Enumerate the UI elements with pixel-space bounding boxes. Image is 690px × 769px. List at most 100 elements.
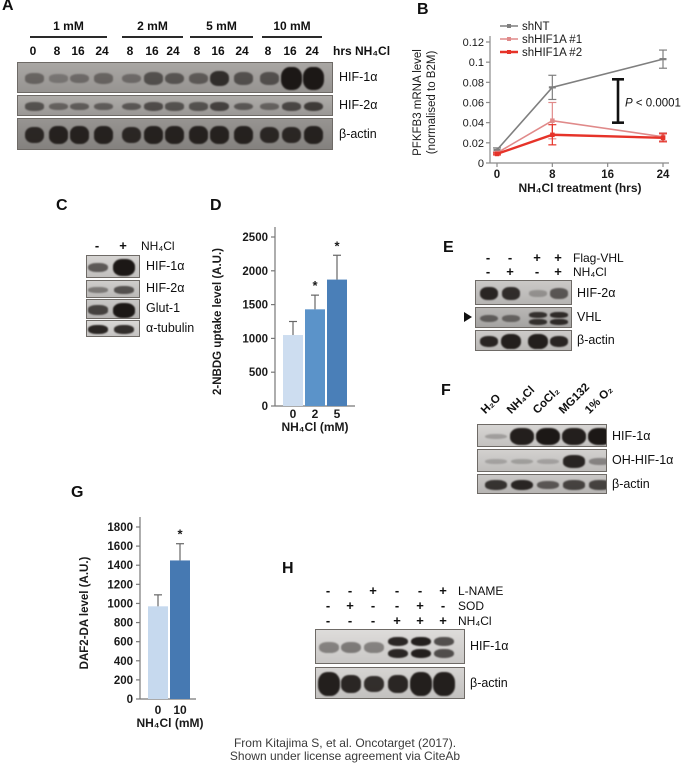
- lane-time-label: 16: [283, 44, 297, 58]
- protein-band: [280, 66, 302, 91]
- protein-band: [121, 102, 141, 111]
- blot-target-label: VHL: [577, 310, 602, 324]
- treatment-sign: -: [485, 250, 491, 265]
- lane-time-label: 16: [71, 44, 85, 58]
- svg-text:P < 0.0001: P < 0.0001: [625, 98, 681, 110]
- blot-target-label: HIF-2α: [339, 98, 378, 112]
- protein-band: [485, 480, 507, 490]
- protein-band: [319, 641, 339, 654]
- protein-band: [341, 675, 361, 693]
- svg-text:0.1: 0.1: [469, 57, 484, 69]
- protein-band: [24, 126, 44, 144]
- protein-band: [209, 101, 229, 112]
- svg-text:1200: 1200: [107, 579, 133, 591]
- treatment-row-label: SOD: [458, 599, 485, 613]
- treatment-sign: -: [347, 613, 353, 628]
- protein-band: [114, 286, 134, 294]
- svg-text:400: 400: [114, 656, 133, 668]
- protein-band: [69, 102, 89, 111]
- protein-band: [281, 101, 301, 111]
- blot-strip-c-hif2a: [86, 280, 140, 298]
- protein-band: [529, 290, 547, 297]
- treatment-sign: -: [325, 613, 331, 628]
- protein-band: [480, 314, 498, 323]
- dose-group-label: 1 mM: [53, 19, 84, 33]
- treatment-sign: -: [507, 250, 513, 265]
- blot-target-label: β-actin: [339, 127, 377, 141]
- protein-band: [434, 648, 454, 659]
- panel-d-label: D: [210, 197, 222, 214]
- protein-band: [536, 427, 560, 446]
- svg-text:0: 0: [127, 694, 133, 706]
- protein-band: [209, 126, 229, 144]
- svg-text:8: 8: [549, 169, 556, 181]
- protein-band: [511, 458, 533, 465]
- lane-time-label: 16: [211, 44, 225, 58]
- treatment-sign: +: [554, 250, 562, 265]
- treatment-sign: +: [393, 613, 401, 628]
- svg-text:shHIF1A #1: shHIF1A #1: [522, 34, 582, 46]
- treatment-row-label: NH₄Cl: [458, 614, 492, 628]
- protein-band: [188, 102, 208, 111]
- blot-strip-a-bactin: [17, 118, 333, 150]
- panel-g-label: G: [71, 484, 84, 501]
- svg-text:1000: 1000: [107, 598, 133, 610]
- protein-band: [188, 126, 208, 144]
- protein-band: [24, 73, 44, 84]
- dose-group-label: 2 mM: [137, 19, 168, 33]
- protein-band: [364, 675, 384, 693]
- svg-text:16: 16: [601, 169, 614, 181]
- protein-band: [501, 333, 521, 350]
- protein-band: [233, 102, 253, 111]
- protein-band: [69, 73, 89, 84]
- blot-target-label: Glut-1: [146, 301, 181, 315]
- svg-text:*: *: [334, 238, 340, 253]
- dose-group-underline: [262, 36, 322, 38]
- treatment-sign: +: [533, 250, 541, 265]
- svg-text:shNT: shNT: [522, 21, 549, 33]
- caption-line-1: From Kitajima S, et al. Oncotarget (2017…: [233, 736, 457, 750]
- treatment-sign: +: [369, 583, 377, 598]
- svg-text:2-NBDG uptake level (A.U.): 2-NBDG uptake level (A.U.): [212, 248, 224, 395]
- protein-band: [589, 457, 606, 466]
- treatment-sign: -: [394, 598, 400, 613]
- dose-group-underline: [122, 36, 183, 38]
- protein-band: [502, 314, 520, 323]
- protein-band: [164, 72, 184, 85]
- protein-band: [259, 72, 279, 85]
- blot-strip-h-hif1a: [315, 629, 465, 664]
- svg-text:0.06: 0.06: [463, 98, 484, 110]
- lane-time-label: 24: [305, 44, 319, 58]
- protein-band: [259, 102, 279, 111]
- caption-line-2: Shown under license agreement via CiteAb: [229, 749, 461, 763]
- panel-f-label: F: [441, 382, 451, 399]
- lane-time-label: 8: [193, 44, 201, 58]
- blot-strip-f-bactin: [477, 474, 607, 494]
- pfkfb3-line-chart: 00.020.040.060.080.10.120 8 16 24shNTshHIF1…: [412, 21, 681, 195]
- blot-strip-c-glut1: [86, 299, 140, 319]
- treatment-sign: -: [534, 264, 540, 279]
- protein-band: [529, 311, 547, 318]
- svg-text:2500: 2500: [242, 232, 268, 244]
- treatment-sign: -: [347, 583, 353, 598]
- protein-band: [388, 636, 408, 647]
- svg-text:NH₄Cl treatment (hrs): NH₄Cl treatment (hrs): [518, 181, 641, 195]
- dose-group-underline: [190, 36, 253, 38]
- protein-band: [510, 427, 534, 446]
- panel-e-label: E: [443, 239, 454, 256]
- protein-band: [485, 458, 507, 465]
- treatment-sign: -: [485, 264, 491, 279]
- lane-time-label: 24: [166, 44, 180, 58]
- blot-strip-c-tubulin: [86, 320, 140, 337]
- svg-text:NH₄Cl (mM): NH₄Cl (mM): [281, 420, 348, 434]
- dose-group-label: 5 mM: [206, 19, 237, 33]
- protein-band: [433, 672, 455, 696]
- lane-unit-label: hrs NH₄Cl: [333, 44, 391, 58]
- treatment-sign: +: [416, 598, 424, 613]
- treatment-sign: -: [394, 583, 400, 598]
- svg-text:*: *: [312, 278, 318, 293]
- blot-target-label: OH-HIF-1α: [612, 453, 674, 467]
- protein-band: [188, 72, 208, 85]
- protein-band: [364, 641, 384, 654]
- protein-band: [434, 636, 454, 647]
